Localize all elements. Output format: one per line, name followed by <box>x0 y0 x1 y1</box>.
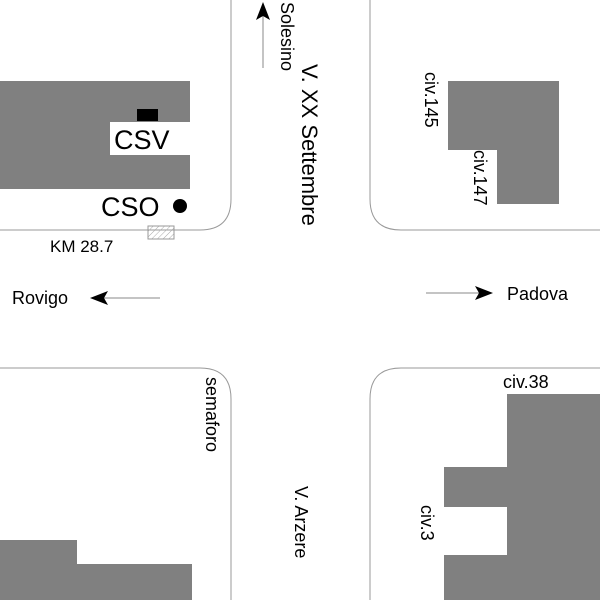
building-northeast <box>448 81 559 204</box>
cso-dot <box>173 199 187 213</box>
cso-label: CSO <box>101 192 160 222</box>
csv-label-box <box>110 122 190 155</box>
building-southeast <box>444 394 600 600</box>
csv-label: CSV <box>114 125 170 155</box>
curb-northwest <box>0 0 232 231</box>
direction-north-label: Solesino <box>277 2 297 71</box>
km-marker <box>147 225 175 240</box>
street-south-label: V. Arzere <box>291 486 311 558</box>
km-label: KM 28.7 <box>50 237 113 256</box>
direction-east-label: Padova <box>507 284 569 304</box>
house-number-145: civ.145 <box>421 72 441 128</box>
building-southwest <box>0 540 192 600</box>
arrow-east-icon <box>426 286 493 300</box>
semaforo-label: semaforo <box>202 377 222 452</box>
house-number-147: civ.147 <box>470 150 490 206</box>
curb-southwest <box>0 367 232 600</box>
arrow-north-icon <box>256 2 270 68</box>
street-north-label: V. XX Settembre <box>297 64 322 226</box>
arrow-west-icon <box>90 291 160 305</box>
direction-west-label: Rovigo <box>12 288 68 308</box>
house-number-38: civ.38 <box>503 372 549 392</box>
csv-device <box>137 109 158 121</box>
curb-southeast <box>369 367 600 600</box>
curb-northeast <box>369 0 600 231</box>
house-number-3: civ.3 <box>417 505 437 541</box>
